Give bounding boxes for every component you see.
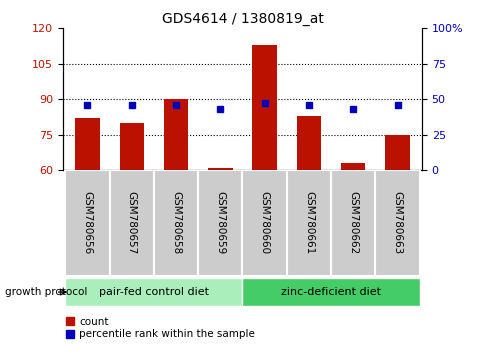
Text: GSM780659: GSM780659 [215, 192, 225, 255]
Text: zinc-deficient diet: zinc-deficient diet [281, 287, 380, 297]
Bar [119, 123, 144, 170]
Bar [331, 170, 375, 276]
Text: GSM780663: GSM780663 [392, 192, 402, 255]
Text: GSM780657: GSM780657 [126, 192, 136, 255]
Text: GSM780658: GSM780658 [171, 192, 181, 255]
Bar [153, 170, 198, 276]
Bar [208, 167, 232, 170]
Bar [252, 45, 276, 170]
Bar [198, 170, 242, 276]
Title: GDS4614 / 1380819_at: GDS4614 / 1380819_at [161, 12, 323, 26]
Bar [65, 278, 242, 306]
Bar [109, 170, 153, 276]
Legend: count, percentile rank within the sample: count, percentile rank within the sample [65, 317, 254, 339]
Bar [340, 163, 365, 170]
Text: pair-fed control diet: pair-fed control diet [99, 287, 209, 297]
Bar [242, 278, 419, 306]
Bar [286, 170, 331, 276]
Text: GSM780656: GSM780656 [82, 192, 92, 255]
Text: GSM780662: GSM780662 [348, 192, 358, 255]
Text: growth protocol: growth protocol [5, 287, 87, 297]
Bar [385, 135, 409, 170]
Bar [164, 99, 188, 170]
Bar [75, 118, 99, 170]
Bar [375, 170, 419, 276]
Text: GSM780661: GSM780661 [303, 192, 313, 255]
Bar [242, 170, 286, 276]
Bar [65, 170, 109, 276]
Bar [296, 116, 320, 170]
Text: GSM780660: GSM780660 [259, 192, 269, 255]
